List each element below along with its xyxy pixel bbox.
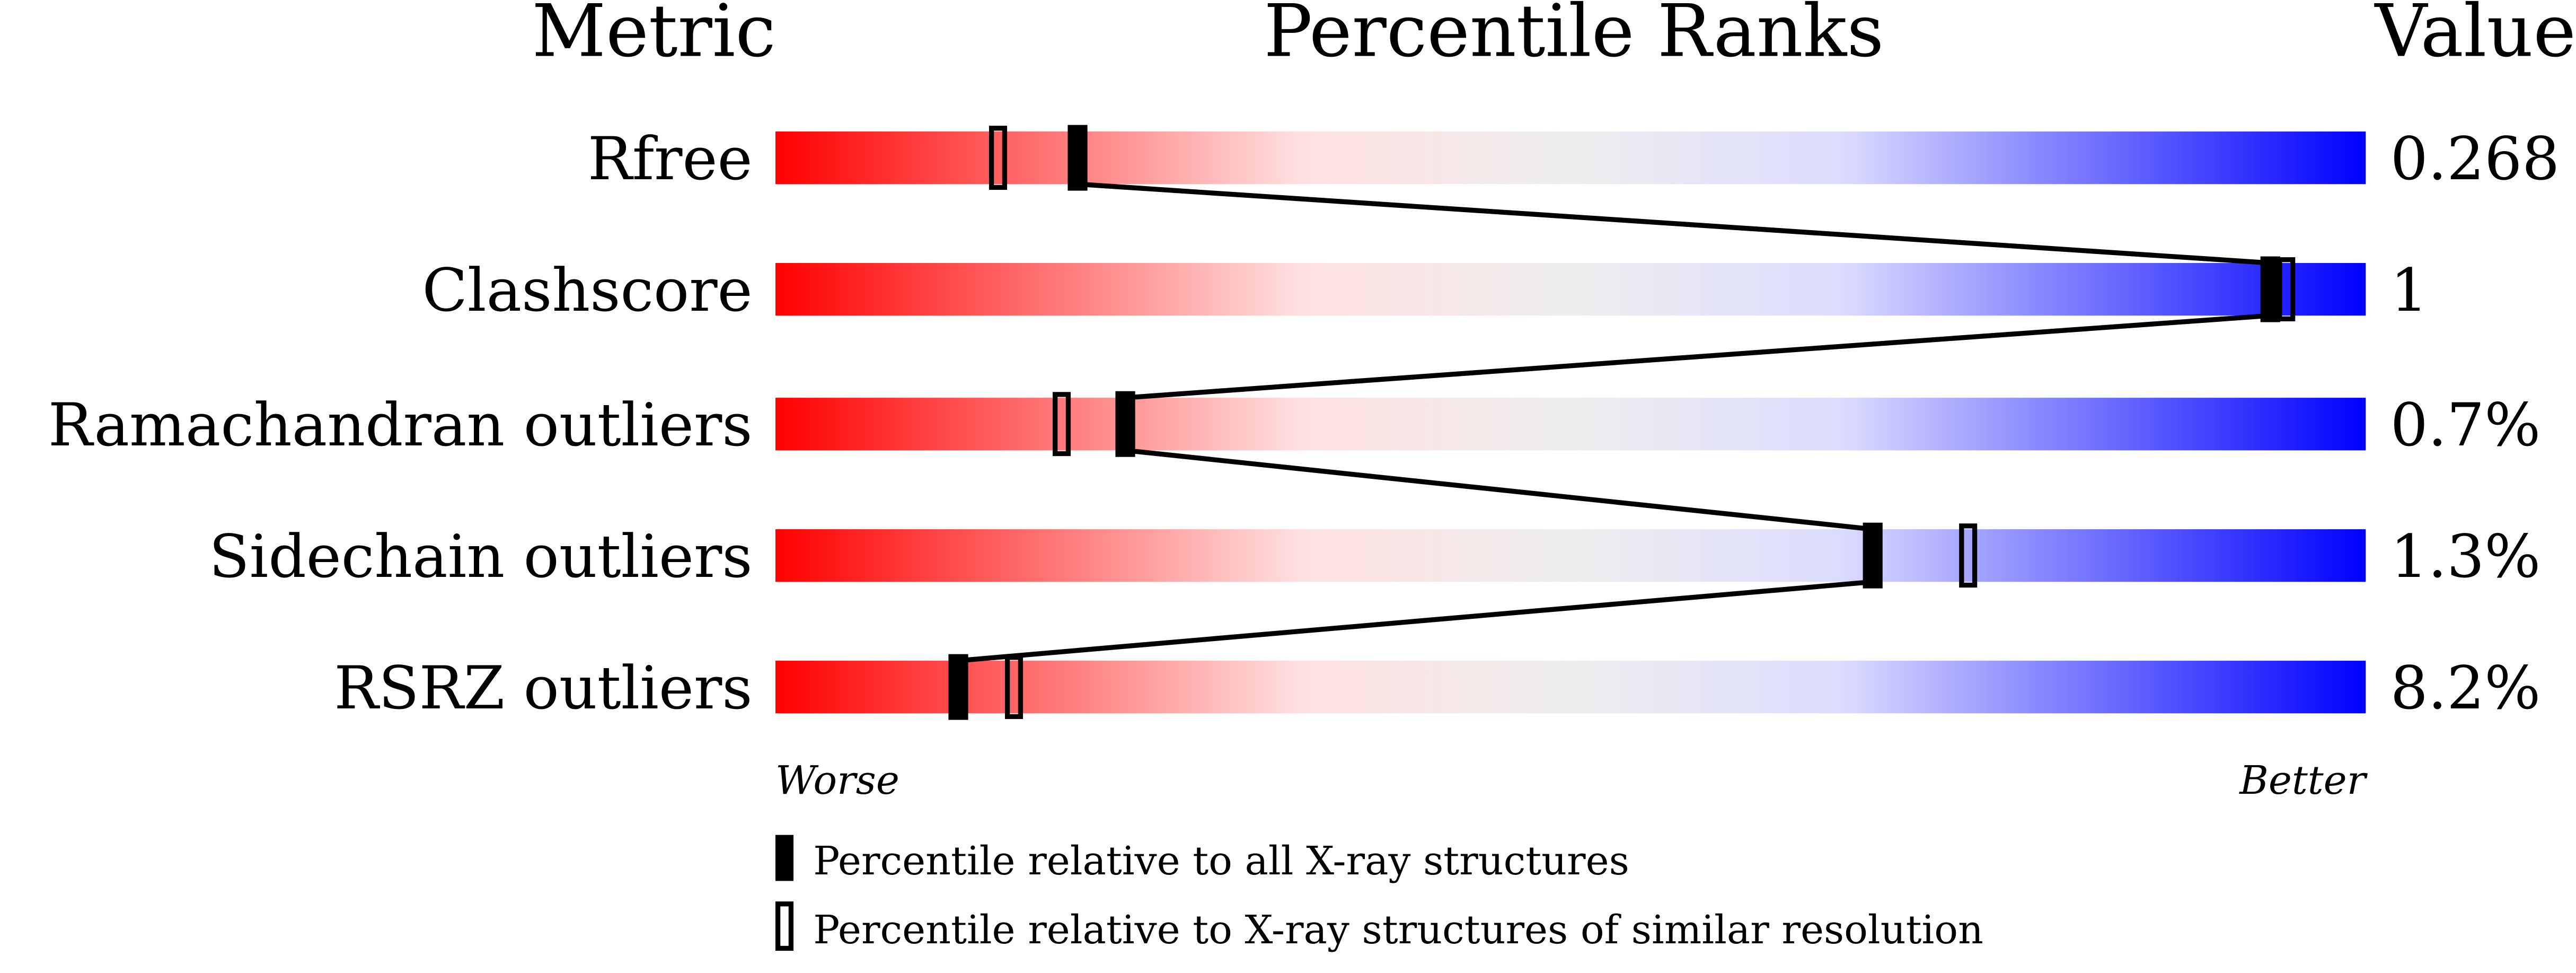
- metric-value: 0.7%: [2390, 391, 2540, 460]
- percentile-bar: [775, 661, 2366, 714]
- similar-resolution-marker: [1052, 392, 1071, 457]
- all-structures-marker: [948, 654, 968, 720]
- legend-open-marker: [775, 901, 794, 951]
- header-value: Value: [2374, 0, 2576, 73]
- connector-line: [1125, 313, 2271, 400]
- metric-value: 1: [2390, 256, 2428, 325]
- percentile-bar: [775, 262, 2366, 316]
- connector-line: [1077, 181, 2271, 266]
- metric-value: 8.2%: [2390, 654, 2540, 723]
- axis-better-label: Better: [2238, 757, 2368, 803]
- metric-label: Clashscore: [422, 256, 753, 325]
- metric-label: Sidechain outliers: [209, 522, 752, 591]
- metric-row: Rfree 0.268: [588, 125, 2560, 194]
- percentile-bar: [775, 398, 2366, 451]
- header-metric: Metric: [532, 0, 775, 73]
- metric-label: Rfree: [588, 125, 753, 194]
- similar-resolution-marker: [989, 126, 1008, 190]
- percentile-bar: [775, 529, 2366, 582]
- header-percentile-ranks: Percentile Ranks: [1264, 0, 1884, 73]
- all-structures-marker: [1068, 125, 1088, 191]
- metric-row: Sidechain outliers 1.3%: [209, 522, 2540, 591]
- metric-value: 0.268: [2390, 125, 2560, 194]
- axis-worse-label: Worse: [775, 757, 899, 803]
- all-structures-marker: [1115, 391, 1135, 457]
- percentile-bar: [775, 132, 2366, 185]
- metric-row: Clashscore 1: [422, 256, 2428, 325]
- connector-line: [1125, 448, 1873, 532]
- metric-label: RSRZ outliers: [334, 654, 752, 723]
- legend-similar-label: Percentile relative to X-ray structures …: [813, 907, 1983, 953]
- connector-line: [958, 579, 1873, 663]
- metric-row: RSRZ outliers 8.2%: [334, 654, 2540, 723]
- similar-resolution-marker: [1004, 655, 1024, 720]
- all-structures-marker: [1863, 522, 1883, 589]
- metric-value: 1.3%: [2390, 522, 2540, 591]
- metric-label: Ramachandran outliers: [48, 391, 753, 460]
- all-structures-marker: [2260, 256, 2280, 322]
- legend-all-label: Percentile relative to all X-ray structu…: [813, 838, 1629, 884]
- legend-filled-marker: [775, 835, 794, 881]
- metric-row: Ramachandran outliers 0.7%: [48, 391, 2540, 460]
- similar-resolution-marker: [1959, 523, 1978, 588]
